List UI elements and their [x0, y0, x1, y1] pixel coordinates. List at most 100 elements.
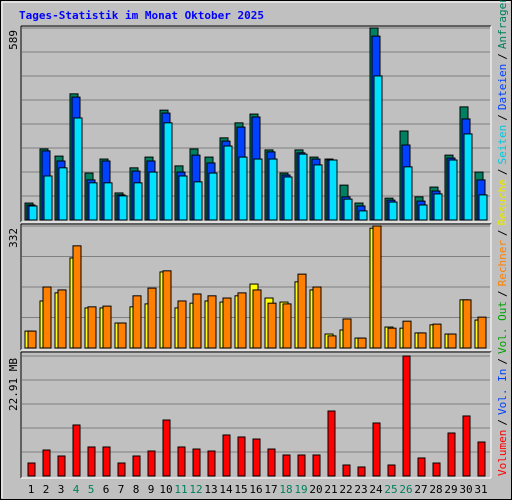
x-tick-label: 26 — [399, 483, 412, 496]
bar — [27, 462, 36, 477]
bar — [343, 198, 353, 221]
bar — [178, 175, 188, 221]
bar — [432, 462, 441, 477]
bar — [417, 457, 426, 477]
bar — [132, 455, 141, 477]
bar — [357, 337, 367, 349]
bar — [162, 270, 172, 349]
bar — [177, 446, 186, 477]
bar — [312, 454, 321, 477]
legend-entry: Rechner — [496, 240, 509, 287]
bar — [447, 333, 457, 349]
bar — [42, 286, 52, 349]
bar — [132, 295, 142, 349]
x-tick-label: 19 — [294, 483, 307, 496]
bar — [148, 171, 158, 221]
x-tick-label: 5 — [88, 483, 95, 496]
bar — [147, 287, 157, 349]
bar — [118, 195, 128, 221]
bar — [328, 159, 338, 221]
bar — [267, 302, 277, 349]
x-tick-label: 22 — [339, 483, 352, 496]
bar — [162, 419, 171, 477]
x-tick-label: 30 — [459, 483, 472, 496]
legend-text: Volumen / Vol. In / Vol. Out / Rechner / Besuche… — [496, 0, 509, 476]
legend-separator: / — [496, 290, 509, 297]
x-tick-label: 25 — [384, 483, 397, 496]
bar — [402, 355, 411, 477]
bar — [387, 464, 396, 477]
bar — [43, 175, 53, 221]
bar — [73, 117, 83, 221]
bar — [253, 158, 263, 221]
bar — [312, 286, 322, 349]
legend-entry: Vol. Out — [496, 301, 509, 354]
bar — [462, 299, 472, 349]
legend-separator: / — [496, 419, 509, 426]
x-tick-label: 14 — [219, 483, 233, 496]
bar — [297, 273, 307, 349]
bar — [297, 454, 306, 477]
bar — [298, 153, 308, 221]
x-tick-label: 13 — [204, 483, 217, 496]
x-tick-label: 7 — [118, 483, 125, 496]
x-tick-label: 6 — [103, 483, 110, 496]
bar — [192, 448, 201, 477]
bar — [222, 434, 231, 477]
bar — [387, 327, 397, 349]
bar — [358, 210, 368, 221]
bar — [193, 181, 203, 221]
bar — [208, 172, 218, 221]
bar — [72, 245, 82, 349]
bar — [88, 182, 98, 221]
bar — [207, 295, 217, 349]
x-tick-label: 20 — [309, 483, 322, 496]
bar — [267, 448, 276, 477]
bar — [418, 204, 428, 221]
bar — [103, 182, 113, 221]
bar — [192, 293, 202, 349]
bar — [252, 438, 261, 477]
bar — [252, 289, 262, 349]
legend-separator: / — [496, 114, 509, 121]
bar — [417, 332, 427, 349]
bar — [117, 322, 127, 349]
x-tick-label: 17 — [264, 483, 277, 496]
bar — [102, 305, 112, 349]
chart-title: Tages-Statistik im Monat Oktober 2025 — [19, 9, 264, 22]
bar — [282, 303, 292, 349]
bar — [42, 449, 51, 477]
bar — [448, 159, 458, 221]
x-tick-label: 21 — [324, 483, 337, 496]
bar — [327, 410, 336, 477]
bar — [222, 297, 232, 349]
bar — [237, 292, 247, 349]
bar — [87, 446, 96, 477]
bar — [283, 176, 293, 221]
bar — [72, 424, 81, 477]
bar — [477, 441, 486, 477]
bar — [477, 316, 487, 349]
bar — [372, 422, 381, 477]
bar — [237, 436, 246, 477]
bar — [433, 193, 443, 221]
x-tick-label: 12 — [189, 483, 202, 496]
legend-separator: / — [496, 229, 509, 236]
x-tick-label: 11 — [174, 483, 187, 496]
x-tick-label: 28 — [429, 483, 442, 496]
x-tick-label: 8 — [133, 483, 140, 496]
bar — [102, 446, 111, 477]
bar — [463, 133, 473, 221]
legend-entry: Anfragen — [496, 0, 509, 49]
bar — [87, 306, 97, 349]
x-tick-label: 4 — [73, 483, 80, 496]
legend-entry: Vol. In — [496, 369, 509, 415]
x-tick-label: 23 — [354, 483, 367, 496]
legend-separator: / — [496, 168, 509, 175]
y-tick-label: 589 — [7, 30, 20, 50]
legend-entry: Dateien — [496, 64, 509, 110]
bar — [163, 122, 173, 221]
bar — [57, 455, 66, 477]
bar — [342, 318, 352, 349]
